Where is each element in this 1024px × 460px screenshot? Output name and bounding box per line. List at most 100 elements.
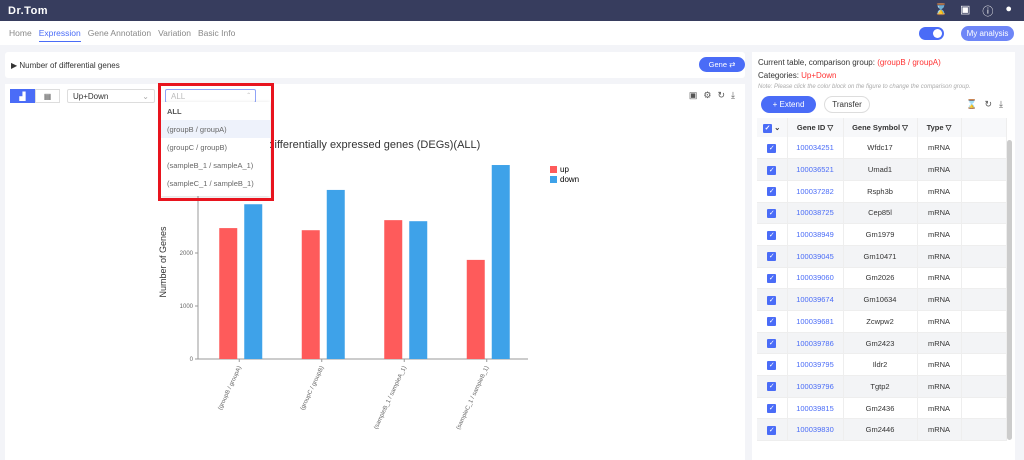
row-checkbox[interactable]: ✓	[757, 288, 788, 311]
section-header[interactable]: ▶ Number of differential genes Gene ⇄	[5, 52, 745, 78]
dropdown-option[interactable]: (sampleC_1 / sampleB_1)	[167, 178, 254, 188]
table-row[interactable]: ✓ 100039060 Gm2026 mRNA	[757, 267, 1007, 290]
table-row[interactable]: ✓ 100039815 Gm2436 mRNA	[757, 397, 1007, 420]
row-checkbox[interactable]: ✓	[757, 397, 788, 420]
my-analysis-button[interactable]: My analysis	[961, 26, 1014, 41]
row-checkbox[interactable]: ✓	[757, 418, 788, 442]
table-row[interactable]: ✓ 100039786 Gm2423 mRNA	[757, 332, 1007, 355]
gene-button[interactable]: Gene ⇄	[699, 57, 745, 72]
bar-down[interactable]	[326, 189, 345, 359]
table-view-button[interactable]: ▦	[35, 89, 60, 103]
filter-icon[interactable]: ▽	[945, 123, 952, 132]
download-icon[interactable]: ⤓	[731, 90, 735, 100]
dna-icon[interactable]: ⌛	[934, 4, 948, 16]
extend-button[interactable]: + Extend	[761, 96, 816, 113]
deg-bar-chart: ics of differentially expressed genes (D…	[158, 139, 579, 431]
legend-up-label[interactable]: up	[560, 165, 569, 174]
table-row[interactable]: ✓ 100039674 Gm10634 mRNA	[757, 288, 1007, 311]
bar-up[interactable]	[219, 228, 238, 359]
gene-id-link[interactable]: 100039681	[787, 310, 844, 333]
table-row[interactable]: ✓ 100038725 Cep85l mRNA	[757, 202, 1007, 225]
row-checkbox[interactable]: ✓	[757, 180, 788, 203]
gene-id-link[interactable]: 100039830	[787, 418, 844, 442]
table-row[interactable]: ✓ 100037282 Rsph3b mRNA	[757, 180, 1007, 203]
image-icon[interactable]: ▣	[959, 4, 971, 16]
gene-symbol: Cep85l	[843, 202, 918, 225]
row-checkbox[interactable]: ✓	[757, 353, 788, 377]
col-gene-id[interactable]: Gene ID ▽	[787, 118, 844, 137]
refresh-icon[interactable]: ↻	[717, 90, 726, 100]
col-gene-symbol[interactable]: Gene Symbol ▽	[843, 118, 918, 137]
table-row[interactable]: ✓ 100036521 Umad1 mRNA	[757, 158, 1007, 181]
select-all-checkbox[interactable]: ✓ ⌄	[757, 118, 788, 137]
legend-up-swatch[interactable]	[550, 166, 557, 173]
gene-id-link[interactable]: 100039045	[787, 245, 844, 268]
row-checkbox[interactable]: ✓	[757, 332, 788, 355]
transfer-button[interactable]: Transfer	[824, 96, 870, 113]
gene-id-link[interactable]: 100039815	[787, 397, 844, 420]
legend-down-label[interactable]: down	[560, 175, 579, 184]
row-checkbox[interactable]: ✓	[757, 375, 788, 398]
table-row[interactable]: ✓ 100039796 Tgtp2 mRNA	[757, 375, 1007, 398]
gene-id-link[interactable]: 100038949	[787, 223, 844, 246]
row-checkbox[interactable]: ✓	[757, 245, 788, 268]
help-icon[interactable]: ⓘ	[982, 6, 994, 18]
gene-id-link[interactable]: 100037282	[787, 180, 844, 203]
table-row[interactable]: ✓ 100039795 Ildr2 mRNA	[757, 353, 1007, 377]
category-select[interactable]: Up+Down ⌄	[67, 89, 155, 103]
row-checkbox[interactable]: ✓	[757, 267, 788, 290]
nav-variation[interactable]: Variation	[158, 28, 192, 38]
gene-id-link[interactable]: 100039786	[787, 332, 844, 355]
row-checkbox[interactable]: ✓	[757, 223, 788, 246]
dropdown-option-all[interactable]: ALL	[167, 106, 182, 116]
dropdown-option[interactable]: (sampleB_1 / sampleA_1)	[167, 160, 254, 170]
bar-up[interactable]	[301, 230, 320, 359]
hourglass-icon[interactable]: ⌛	[966, 99, 978, 109]
avatar[interactable]: ●	[1005, 3, 1012, 15]
nav-home[interactable]: Home	[9, 28, 32, 38]
gene-id-link[interactable]: 100038725	[787, 202, 844, 225]
table-row[interactable]: ✓ 100039045 Gm10471 mRNA	[757, 245, 1007, 268]
bar-up[interactable]	[384, 220, 403, 359]
image-export-icon[interactable]: ▣	[688, 90, 698, 100]
table-row[interactable]: ✓ 100038949 Gm1979 mRNA	[757, 223, 1007, 246]
gene-id-link[interactable]: 100036521	[787, 158, 844, 181]
nav-expression[interactable]: Expression	[38, 28, 81, 42]
filter-icon[interactable]: ▽	[827, 123, 834, 132]
gene-type: mRNA	[917, 310, 962, 333]
filter-icon[interactable]: ▽	[902, 123, 908, 132]
table-row[interactable]: ✓ 100039830 Gm2446 mRNA	[757, 418, 1007, 442]
group-dropdown-menu: ALL (groupB / groupA) (groupC / groupB) …	[161, 102, 270, 196]
chart-view-button[interactable]: ▟	[10, 89, 35, 103]
x-tick-label: (sampleB_1 / sampleA_1)	[373, 365, 408, 430]
row-checkbox[interactable]: ✓	[757, 202, 788, 225]
nav-basic-info[interactable]: Basic Info	[198, 28, 236, 38]
bar-down[interactable]	[244, 204, 263, 359]
table-row[interactable]: ✓ 100034251 Wfdc17 mRNA	[757, 137, 1007, 160]
gene-id-link[interactable]: 100039060	[787, 267, 844, 290]
gene-id-link[interactable]: 100039674	[787, 288, 844, 311]
mode-toggle[interactable]	[919, 27, 944, 40]
nav-gene-annotation[interactable]: Gene Annotation	[87, 28, 152, 38]
row-checkbox[interactable]: ✓	[757, 158, 788, 181]
gene-id-link[interactable]: 100034251	[787, 137, 844, 160]
chevron-down-icon: ⌄	[142, 91, 149, 101]
dropdown-option[interactable]: (groupB / groupA)	[161, 120, 270, 138]
col-type[interactable]: Type ▽	[917, 118, 962, 137]
gene-id-link[interactable]: 100039795	[787, 353, 844, 377]
gene-type: mRNA	[917, 353, 962, 377]
bar-down[interactable]	[491, 165, 510, 359]
table-scrollbar[interactable]	[1007, 140, 1012, 440]
settings-icon[interactable]: ⚙	[703, 90, 712, 100]
row-checkbox[interactable]: ✓	[757, 137, 788, 160]
legend-down-swatch[interactable]	[550, 176, 557, 183]
logo: Dr.Tom	[8, 4, 49, 17]
download-icon[interactable]: ⤓	[999, 99, 1003, 109]
bar-up[interactable]	[466, 259, 485, 359]
gene-id-link[interactable]: 100039796	[787, 375, 844, 398]
refresh-icon[interactable]: ↻	[984, 99, 993, 109]
dropdown-option[interactable]: (groupC / groupB)	[167, 142, 228, 152]
table-row[interactable]: ✓ 100039681 Zcwpw2 mRNA	[757, 310, 1007, 333]
row-checkbox[interactable]: ✓	[757, 310, 788, 333]
bar-down[interactable]	[409, 221, 428, 359]
